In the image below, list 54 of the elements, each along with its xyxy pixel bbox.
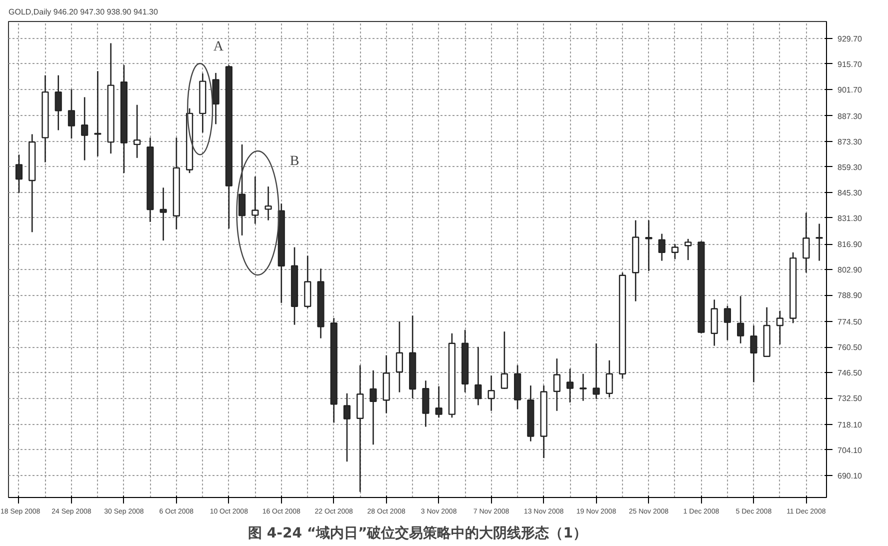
annotation: A [213, 39, 224, 54]
y-tick-label: 718.10 [838, 420, 863, 430]
candlestick [370, 370, 377, 446]
chart-subtitle: GOLD,Daily 946.20 947.30 938.90 941.30 [8, 8, 158, 16]
y-tick-label: 732.50 [838, 394, 863, 404]
candlestick [553, 358, 560, 412]
candlestick [802, 212, 810, 274]
y-tick-label: 760.50 [838, 343, 863, 352]
y-tick-label: 704.10 [838, 446, 863, 455]
candlestick [606, 360, 613, 398]
annotation: B [290, 154, 300, 170]
candlestick [474, 346, 482, 406]
candlestick [500, 330, 508, 390]
candlestick [343, 392, 351, 462]
y-tick-label: 845.30 [838, 188, 863, 198]
candlestick [724, 305, 731, 341]
candlestick [658, 233, 666, 262]
candlestick [737, 296, 744, 344]
text: 图 4-24 “域内日”破位交易策略中的大阴线形态（1） [248, 524, 587, 542]
y-tick-label: 746.50 [838, 368, 863, 378]
candlestick [671, 243, 679, 260]
y-tick-label: 690.10 [838, 471, 863, 480]
candlestick [15, 154, 23, 194]
y-tick-label: 831.30 [838, 214, 863, 223]
y-tick-label: 859.30 [838, 162, 863, 172]
candlestick [488, 374, 495, 412]
candlestick [750, 324, 758, 383]
y-tick-label: 802.90 [838, 266, 863, 275]
candlestick [160, 186, 167, 242]
y-tick-label: 929.70 [838, 34, 863, 44]
candlestick [684, 238, 692, 261]
candlestick [566, 368, 574, 404]
candlestick [396, 320, 404, 393]
y-tick-label: 887.30 [838, 112, 863, 121]
candlestick [776, 310, 784, 346]
y-tick-label: 901.70 [838, 86, 863, 95]
candlestick [645, 220, 652, 272]
candlestick [816, 223, 823, 262]
y-tick-label: 774.50 [838, 318, 863, 327]
candlestick [435, 386, 442, 418]
candlestick [134, 104, 141, 159]
y-tick-label: 915.70 [838, 60, 863, 69]
candlestick [592, 342, 600, 400]
y-tick-label: 873.30 [838, 137, 863, 146]
candlestick [238, 144, 246, 236]
candlestick [264, 186, 272, 221]
candlestick [252, 176, 259, 224]
candlestick [81, 96, 88, 161]
candlestick [68, 88, 76, 140]
candlestick [580, 373, 587, 402]
candlestick [94, 70, 102, 157]
candlestick [54, 74, 62, 131]
y-tick-label: 816.90 [838, 240, 863, 250]
y-tick-label: 788.90 [838, 291, 863, 300]
